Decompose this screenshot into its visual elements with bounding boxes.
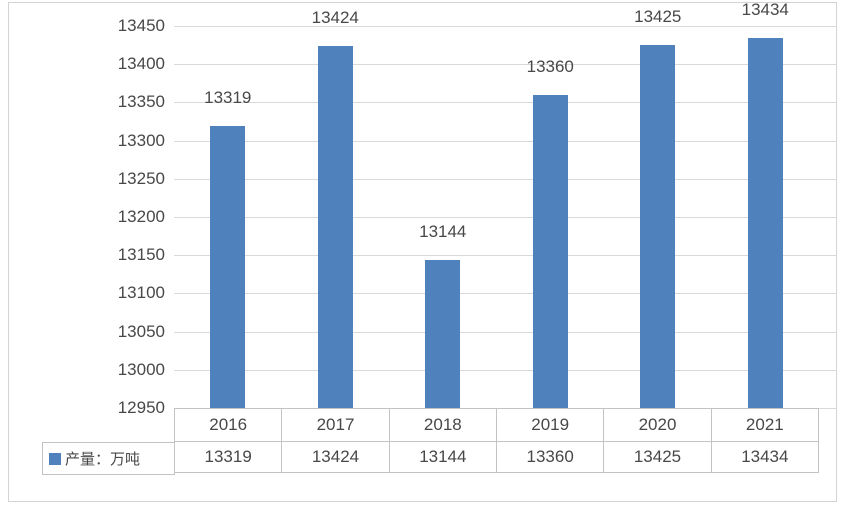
plot-area: [174, 26, 836, 409]
bar-2016: [210, 126, 246, 408]
data-label-2017: 13424: [311, 7, 359, 27]
y-axis-tick-label: 13250: [117, 168, 165, 188]
legend: 产量：万吨: [42, 442, 175, 475]
y-axis-tick-label: 13000: [117, 359, 165, 379]
value-cell: 13360: [497, 442, 605, 473]
table-row-values: 13319 13424 13144 13360 13425 13434: [175, 442, 819, 473]
data-label-2016: 13319: [204, 88, 252, 108]
data-label-2019: 13360: [526, 56, 574, 76]
year-cell: 2017: [282, 409, 390, 442]
year-cell: 2019: [497, 409, 605, 442]
year-cell: 2020: [604, 409, 712, 442]
gridline: [174, 64, 836, 66]
year-cell: 2018: [389, 409, 497, 442]
bar-2019: [532, 94, 568, 408]
y-axis-tick-label: 12950: [117, 398, 165, 417]
y-axis-tick-label: 13050: [117, 321, 165, 341]
value-cell: 13424: [282, 442, 390, 473]
y-axis-tick-label: 13300: [117, 130, 165, 150]
bar-2018: [425, 259, 461, 408]
gridline: [174, 331, 836, 333]
gridline: [174, 140, 836, 142]
gridline: [174, 178, 836, 180]
y-axis-tick-label: 13350: [117, 92, 165, 112]
bar-2017: [317, 45, 353, 408]
y-axis-tick-label: 13450: [117, 16, 165, 35]
value-cell: 13144: [389, 442, 497, 473]
legend-color-swatch-icon: [49, 452, 61, 465]
gridline: [174, 293, 836, 295]
y-axis-tick-label: 13150: [117, 245, 165, 265]
legend-series-label: 产量：万吨: [65, 451, 141, 468]
year-cell: 2021: [711, 409, 819, 442]
value-cell: 13425: [604, 442, 712, 473]
value-cell: 13319: [175, 442, 283, 473]
gridline: [174, 217, 836, 218]
data-label-2018: 13144: [419, 221, 467, 241]
bar-2020: [640, 45, 676, 408]
gridline: [174, 369, 836, 371]
gridline: [174, 255, 836, 257]
gridline: [174, 102, 836, 104]
data-table: 2016 2017 2018 2019 2020 2021 13319 13424 13144 1…: [174, 408, 819, 473]
data-label-2021: 13434: [741, 0, 789, 20]
bar-2021: [747, 38, 783, 408]
table-row-years: 2016 2017 2018 2019 2020 2021: [175, 409, 819, 442]
y-axis-tick-label: 13200: [117, 207, 165, 226]
gridline: [174, 26, 836, 27]
y-axis-tick-label: 13400: [117, 54, 165, 74]
year-cell: 2016: [175, 409, 283, 442]
y-axis-tick-label: 13100: [117, 283, 165, 303]
data-label-2020: 13425: [634, 7, 682, 27]
value-cell: 13434: [711, 442, 819, 473]
